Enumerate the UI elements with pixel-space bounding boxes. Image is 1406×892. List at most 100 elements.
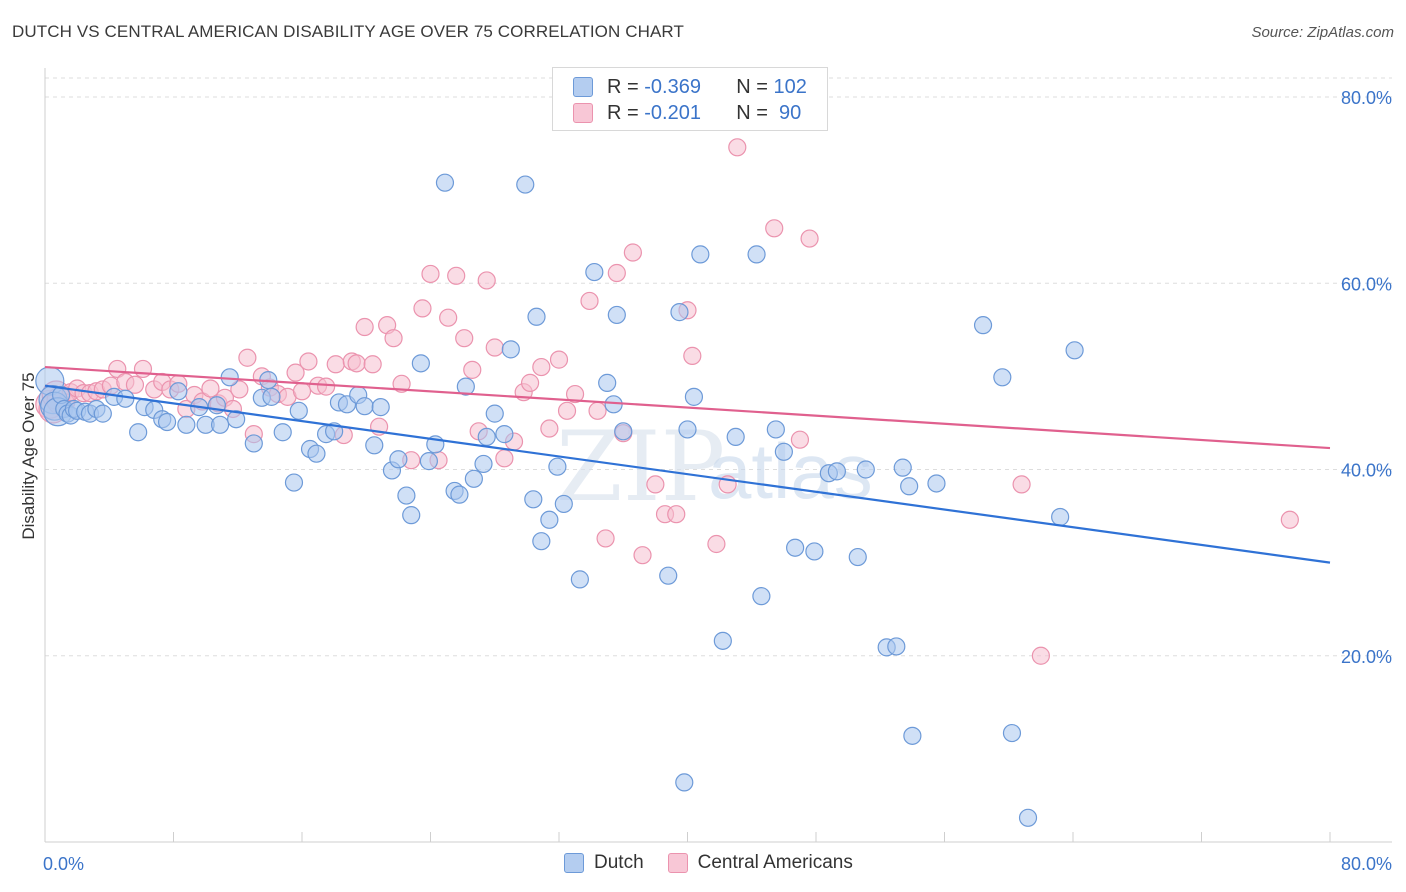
central-americans-point: [133, 359, 153, 379]
dutch-point: [177, 415, 196, 434]
dutch-point: [614, 422, 633, 441]
dutch-point: [548, 457, 567, 476]
central-americans-point: [607, 263, 626, 283]
dutch-point: [540, 510, 559, 529]
central-americans-point: [125, 375, 145, 394]
dutch-point: [244, 434, 263, 453]
dutch-point: [532, 532, 551, 551]
central-americans-swatch-icon: [573, 103, 593, 123]
central-americans-point: [565, 384, 585, 404]
dutch-point: [227, 410, 246, 429]
dutch-point: [1051, 507, 1070, 527]
trend-lines: [44, 365, 1331, 564]
central-americans-point: [549, 350, 569, 369]
dutch-point: [856, 460, 875, 479]
dutch-point: [524, 490, 543, 509]
central-americans-point: [532, 357, 551, 377]
dutch-point: [774, 442, 793, 461]
legend-r-value: -0.201: [644, 101, 701, 124]
central-americans-point: [299, 352, 318, 371]
dutch-point: [485, 404, 504, 423]
dutch-point: [766, 420, 785, 439]
series-central-americans: [35, 138, 1299, 665]
dutch-point: [389, 450, 408, 469]
dutch-point: [900, 477, 919, 496]
dutch-point: [684, 387, 704, 406]
central-americans-point: [384, 329, 403, 348]
central-americans-point: [646, 475, 665, 494]
dutch-point: [411, 354, 430, 373]
legend-item-label: Central Americans: [697, 852, 853, 873]
dutch-point: [887, 637, 906, 656]
central-americans-point: [326, 355, 345, 374]
dutch-point: [675, 773, 694, 792]
dutch-point: [973, 316, 993, 335]
central-americans-point: [201, 379, 220, 398]
dutch-point: [402, 506, 421, 525]
central-americans-point: [1280, 510, 1299, 529]
dutch-point: [585, 262, 604, 282]
legend-row-dutch: R = -0.369 N = 102: [573, 74, 807, 100]
central-americans-point: [447, 266, 466, 285]
central-americans-point: [707, 534, 726, 554]
dutch-point: [726, 427, 745, 447]
central-americans-point: [1031, 646, 1050, 665]
central-americans-point: [623, 243, 642, 262]
dutch-point: [93, 404, 112, 423]
dutch-point: [752, 587, 771, 606]
dutch-point: [355, 397, 374, 416]
dutch-point: [273, 423, 292, 442]
y-axis-label: Disability Age Over 75: [19, 372, 38, 539]
dutch-point: [169, 382, 188, 401]
legend-row-central-americans: R = -0.201 N = 90: [573, 100, 801, 126]
dutch-point: [678, 420, 697, 439]
dutch-point: [116, 389, 135, 408]
dutch-point: [1018, 808, 1038, 827]
legend-item-central-americans[interactable]: Central Americans: [667, 852, 853, 874]
dutch-point: [435, 173, 455, 192]
central-americans-swatch-icon: [667, 853, 688, 873]
central-americans-point: [439, 308, 458, 327]
central-americans-point: [316, 377, 336, 396]
dutch-point: [607, 305, 626, 325]
legend-n-value: 102: [773, 75, 807, 98]
central-americans-point: [292, 382, 312, 401]
dutch-point: [1065, 341, 1084, 360]
legend-item-dutch[interactable]: Dutch: [564, 852, 644, 874]
dutch-trend-line: [44, 384, 1331, 564]
dutch-point: [307, 444, 326, 463]
dutch-point: [1002, 723, 1022, 743]
central-americans-point: [108, 359, 127, 379]
central-americans-point: [765, 219, 784, 238]
dutch-point: [670, 303, 689, 322]
dutch-point: [527, 307, 546, 326]
legend-n-value: 90: [773, 101, 802, 124]
chart-title: DUTCH VS CENTRAL AMERICAN DISABILITY AGE…: [12, 22, 684, 41]
legend-r-label: R =: [607, 101, 639, 124]
dutch-point: [903, 726, 922, 745]
axes: [44, 68, 1392, 843]
legend-item-label: Dutch: [594, 852, 644, 873]
dutch-point: [289, 401, 308, 420]
dutch-swatch-icon: [573, 77, 593, 97]
central-americans-point: [540, 419, 559, 438]
dutch-point: [827, 462, 846, 481]
central-americans-point: [286, 363, 305, 382]
central-americans-point: [485, 338, 504, 357]
dutch-point: [464, 469, 483, 488]
gridlines: [45, 77, 1392, 657]
dutch-point: [129, 423, 148, 442]
dutch-point: [495, 425, 514, 444]
dutch-point: [157, 412, 177, 432]
dutch-point: [598, 373, 617, 392]
y-tick-label: 20.0%: [1341, 647, 1392, 667]
dutch-point: [554, 494, 573, 514]
central-americans-point: [463, 360, 482, 379]
central-americans-point: [363, 355, 382, 374]
central-americans-point: [230, 380, 249, 399]
central-americans-point: [667, 505, 686, 524]
dutch-point: [786, 538, 805, 557]
dutch-point: [848, 547, 867, 567]
central-americans-point: [596, 529, 615, 548]
series-dutch: [35, 173, 1084, 827]
